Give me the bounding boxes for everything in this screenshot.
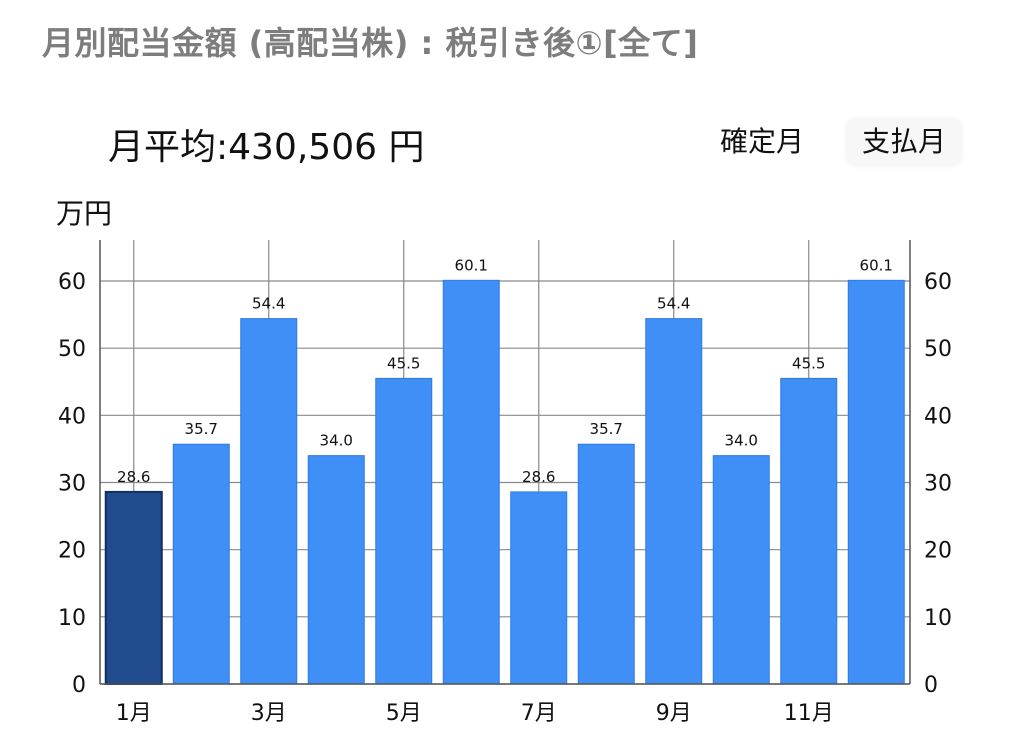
y-tick-label-right: 40 [924, 404, 952, 429]
x-tick-label: 9月 [656, 701, 692, 726]
x-tick-label: 1月 [116, 701, 152, 726]
bar [172, 443, 230, 685]
chart-title: 月別配当金額 (高配当株) : 税引き後①[全て] [42, 24, 699, 62]
data-label: 34.0 [725, 432, 758, 450]
y-tick-label-left: 10 [58, 606, 86, 631]
y-axis-unit: 万円 [56, 197, 113, 230]
payment-month-toggle[interactable]: 支払月 [846, 118, 963, 166]
data-label: 45.5 [387, 354, 420, 372]
data-label: 35.7 [590, 420, 623, 438]
data-label: 35.7 [185, 420, 218, 438]
y-tick-label-left: 60 [58, 270, 86, 295]
data-label: 45.5 [792, 354, 825, 372]
x-tick-label: 7月 [521, 701, 557, 726]
bar [780, 377, 838, 685]
y-tick-label-right: 0 [924, 673, 938, 698]
y-tick-label-right: 10 [924, 606, 952, 631]
data-label: 28.6 [522, 468, 555, 486]
bar [847, 279, 905, 685]
y-tick-label-right: 50 [924, 337, 952, 362]
y-tick-label-left: 20 [58, 539, 86, 564]
y-tick-label-left: 50 [58, 337, 86, 362]
confirmed-month-toggle[interactable]: 確定月 [720, 125, 805, 158]
bar [442, 279, 500, 685]
data-label: 60.1 [455, 256, 488, 274]
y-tick-label-left: 0 [72, 673, 86, 698]
data-label: 60.1 [860, 256, 893, 274]
bar [510, 491, 568, 685]
bar [712, 455, 770, 685]
monthly-average: 月平均:430,506 円 [108, 127, 425, 168]
bar [307, 455, 365, 685]
bar [645, 318, 703, 685]
y-tick-label-right: 30 [924, 472, 952, 497]
x-tick-label: 11月 [784, 701, 834, 726]
bar [104, 490, 163, 685]
x-tick-label: 5月 [386, 701, 422, 726]
bar [577, 443, 635, 685]
data-label: 28.6 [117, 468, 150, 486]
x-tick-label: 3月 [251, 701, 287, 726]
data-label: 54.4 [657, 295, 690, 313]
data-label: 54.4 [252, 295, 285, 313]
bar [240, 318, 298, 685]
y-tick-label-right: 60 [924, 270, 952, 295]
data-label: 34.0 [320, 432, 353, 450]
y-tick-label-right: 20 [924, 539, 952, 564]
y-tick-label-left: 40 [58, 404, 86, 429]
bar [375, 377, 433, 685]
y-tick-label-left: 30 [58, 472, 86, 497]
